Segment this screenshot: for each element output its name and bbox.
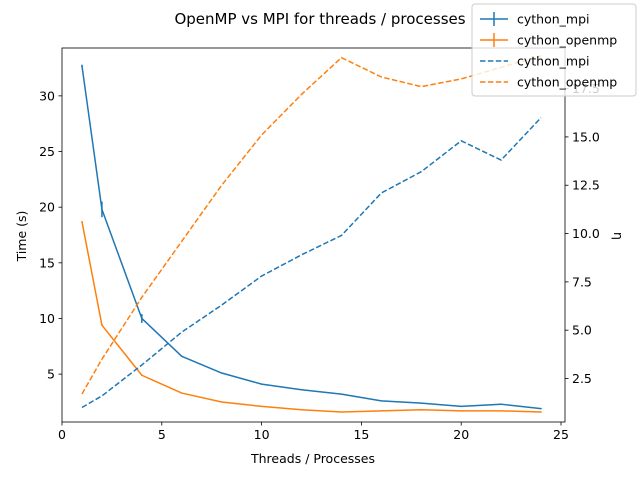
x-tick-label: 5	[158, 427, 166, 442]
chart-title: OpenMP vs MPI for threads / processes	[174, 10, 465, 28]
plot-frame	[61, 47, 566, 423]
y-tick-label: 30	[39, 88, 55, 103]
x-tick-label: 20	[453, 427, 469, 442]
legend-label: cython_mpi	[517, 12, 590, 27]
y2-tick-label: 12.5	[572, 178, 600, 193]
x-axis-label: Threads / Processes	[250, 451, 375, 466]
series-line-cython_mpi-time	[81, 65, 542, 410]
y-tick-label: 5	[47, 367, 55, 382]
y2-tick-label: 15.0	[572, 129, 600, 144]
y2-tick-label: 5.0	[572, 323, 592, 338]
y-tick-label: 10	[39, 311, 55, 326]
axes: 0 5 10 15 20 25 5 10 15 20 25 30 2.5 5.0 7.5 10.0 12.5 15…	[39, 47, 600, 442]
x-tick-label: 10	[254, 427, 270, 442]
legend-label: cython_openmp	[517, 33, 617, 48]
x-tick-label: 0	[58, 427, 66, 442]
y2-tick-label: 2.5	[572, 371, 592, 386]
legend: cython_mpi cython_openmp cython_mpi cython_…	[471, 3, 637, 97]
x-tick-label: 25	[553, 427, 569, 442]
series-layer	[81, 55, 542, 413]
y2-axis-label: η	[611, 232, 626, 240]
y2-tick-label: 10.0	[572, 226, 600, 241]
y2-tick-label: 7.5	[572, 274, 592, 289]
y-axis-label: Time (s)	[14, 211, 29, 263]
y-tick-label: 25	[39, 144, 55, 159]
legend-label: cython_mpi	[517, 54, 590, 69]
series-line-cython_mpi-efficiency	[81, 117, 542, 409]
legend-box	[471, 3, 637, 97]
y-tick-label: 15	[39, 255, 55, 270]
series-line-cython_openmp-efficiency	[81, 55, 542, 395]
y-tick-label: 20	[39, 200, 55, 215]
legend-label: cython_openmp	[517, 75, 617, 90]
x-tick-label: 15	[353, 427, 369, 442]
